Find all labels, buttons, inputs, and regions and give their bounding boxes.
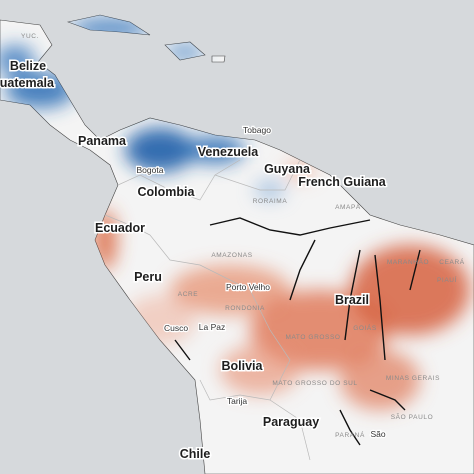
rivers (174, 217, 421, 446)
region-label: AMAPÁ (335, 202, 361, 211)
region-label: SÃO PAULO (391, 412, 434, 421)
country-label: Belize (10, 59, 46, 73)
region-label: YUC. (21, 33, 39, 40)
city-label: Tarija (227, 396, 248, 406)
country-label: Paraguay (263, 415, 319, 429)
city-label: La Paz (199, 322, 225, 332)
country-label: Venezuela (198, 145, 259, 159)
region-label: MATO GROSSO (285, 334, 340, 341)
city-label: Cusco (164, 323, 188, 333)
region-label: PIAUÍ (437, 275, 457, 284)
country-label: Guatemala (0, 76, 55, 90)
region-label: CEARÁ (439, 257, 464, 266)
anomaly-layer (0, 18, 470, 410)
country-label: Bolivia (222, 359, 264, 373)
region-label: MARANHÃO (387, 257, 429, 266)
region-label: PARANÁ (335, 430, 365, 439)
city-label: Bogota (137, 165, 164, 175)
country-label: Ecuador (95, 221, 145, 235)
borders (104, 159, 311, 461)
region-label: MINAS GERAIS (386, 375, 440, 382)
region-label: MATO GROSSO DO SUL (272, 380, 357, 387)
region-label: RONDONIA (225, 305, 265, 312)
region-label: AMAZONAS (211, 252, 252, 259)
region-label: RORAIMA (253, 198, 288, 205)
country-label: Peru (134, 270, 162, 284)
city-label: Tobago (243, 125, 271, 135)
country-label: French Guiana (298, 175, 387, 189)
country-label: Brazil (335, 293, 369, 307)
region-label: GOIÁS (353, 323, 377, 332)
country-label: Colombia (138, 185, 196, 199)
country-label: Guyana (264, 162, 311, 176)
country-label: Panama (78, 134, 127, 148)
country-label: Chile (180, 447, 211, 461)
city-label: Porto Velho (226, 282, 270, 292)
city-label: São (370, 429, 385, 439)
region-label: ACRE (178, 291, 199, 298)
